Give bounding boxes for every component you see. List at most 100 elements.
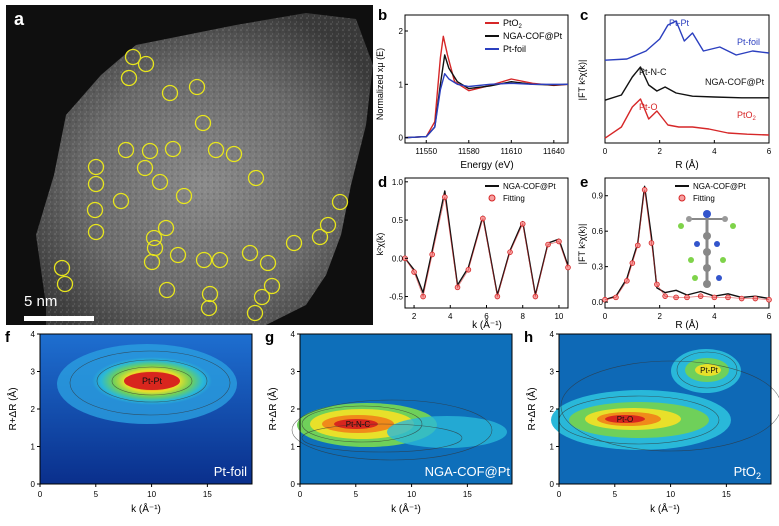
y-tick-label: 0.6 (592, 227, 604, 236)
wt-pto2-map: h Pt-O Pt-Pt PtO2 0 5 10 15 0 1 2 3 4 k (Å⁻¹) R+… (524, 329, 779, 515)
x-axis-title: k (Å⁻¹) (391, 502, 421, 515)
y-tick-label: 1 (31, 443, 36, 452)
single-atom-circle (87, 175, 105, 193)
y-tick-label: 4 (31, 330, 36, 339)
y-tick-label: 0.3 (592, 263, 604, 272)
single-atom-circle (151, 173, 169, 191)
wt-nga-panel: g Pt-N-C NGA-COF@Pt 0 5 10 15 0 1 2 3 4 k (Å⁻¹) … (262, 326, 520, 521)
x-tick-label: 15 (722, 490, 731, 499)
x-tick-label: 0 (38, 490, 43, 499)
single-atom-circle (136, 159, 154, 177)
x-tick-label: 4 (712, 312, 717, 321)
series-line (604, 66, 769, 101)
y-tick-label: 2 (291, 405, 296, 414)
single-atom-circle (263, 277, 281, 295)
x-tick-label: 6 (767, 147, 772, 156)
y-tick-label: 3 (550, 368, 555, 377)
panel-label-c: c (580, 7, 588, 24)
single-atom-circle (194, 114, 212, 132)
y-tick-label: 0 (399, 134, 404, 143)
x-tick-label: 11550 (415, 147, 437, 156)
y-axis-title: R+ΔR (Å) (525, 387, 538, 430)
single-atom-circle (169, 246, 187, 264)
x-tick-label: 11610 (500, 147, 522, 156)
single-atom-markers (53, 48, 349, 322)
ft-exafs-panel: c |FT k²χ(k)| R (Å) 0 2 4 6 Pt-Pt Pt-foil P… (577, 5, 777, 175)
r-space-chart: e |FT k²χ(k)| R (Å) 0 2 4 6 0.0 0.3 0.6 0.9 NGA… (577, 174, 772, 331)
panel-label-d: d (378, 174, 387, 191)
y-tick-label: 1 (399, 80, 404, 89)
single-atom-circle (86, 201, 104, 219)
y-tick-label: 1 (291, 443, 296, 452)
x-tick-label: 10 (666, 490, 675, 499)
single-atom-circle (137, 55, 155, 73)
x-tick-label: 4 (448, 312, 453, 321)
peak-label: Pt-Pt (142, 376, 163, 386)
single-atom-circle (112, 192, 130, 210)
annotation-pt-o: Pt-O (639, 102, 658, 112)
legend: NGA-COF@Pt Fitting (485, 182, 556, 203)
wt-ptfoil-map: f Pt-Pt Pt-foil 0 5 10 15 0 1 2 3 4 k (Å⁻¹) R+ΔR… (5, 329, 253, 515)
k-space-chart: d k²χ(k) k (Å⁻¹) 2 4 6 8 10 -0.5 0.0 0.5 1.0 NGA… (375, 174, 571, 331)
y-axis-title: |FT k²χ(k)| (577, 224, 587, 265)
y-tick-label: 0.5 (392, 216, 404, 225)
y-tick-label: 3 (291, 368, 296, 377)
single-atom-circle (117, 141, 135, 159)
single-atom-circle (175, 187, 193, 205)
single-atom-circle (195, 251, 213, 269)
x-tick-label: 15 (203, 490, 212, 499)
r-space-fit-panel: e |FT k²χ(k)| R (Å) 0 2 4 6 0.0 0.3 0.6 0.9 NGA… (577, 172, 777, 332)
y-axis-title: R+ΔR (Å) (6, 387, 19, 430)
y-tick-label: 4 (291, 330, 296, 339)
x-tick-label: 2 (657, 312, 662, 321)
single-atom-circle (141, 142, 159, 160)
legend-nga: NGA-COF@Pt (693, 182, 746, 191)
x-tick-label: 10 (407, 490, 416, 499)
panel-label-e: e (580, 174, 588, 191)
panel-label-a: a (14, 9, 25, 29)
haadf-image (36, 13, 373, 325)
series-line (604, 185, 770, 301)
series-line (404, 54, 569, 139)
ft-plot-area (604, 20, 770, 139)
peak-label-pt-o: Pt-O (617, 415, 633, 424)
single-atom-circle (164, 140, 182, 158)
y-tick-label: 0.9 (592, 192, 604, 201)
wt-pto2-panel: h Pt-O Pt-Pt PtO2 0 5 10 15 0 1 2 3 4 k (Å⁻¹) R+… (521, 326, 779, 521)
y-tick-label: 0 (291, 480, 296, 489)
x-tick-label: 2 (412, 312, 417, 321)
x-tick-label: 6 (767, 312, 772, 321)
series-line (404, 73, 568, 139)
y-axis-title: |FT k²χ(k)| (577, 60, 587, 101)
y-tick-label: 0.0 (392, 254, 404, 263)
annotation-pto2: PtO2 (737, 110, 757, 122)
x-axis-title: k (Å⁻¹) (472, 318, 502, 331)
single-atom-circle (246, 304, 264, 322)
single-atom-circle (200, 299, 218, 317)
single-atom-circle (158, 281, 176, 299)
x-tick-label: 5 (94, 490, 99, 499)
corner-label: NGA-COF@Pt (425, 464, 511, 479)
annotation-nga: NGA-COF@Pt (705, 77, 765, 87)
peak-label-pt-pt: Pt-Pt (700, 366, 719, 375)
legend-pto2: PtO2 (503, 18, 523, 30)
x-axis-title: k (Å⁻¹) (650, 502, 680, 515)
legend-fitting: Fitting (503, 194, 525, 203)
single-atom-circle (87, 223, 105, 241)
x-tick-label: 10 (147, 490, 156, 499)
x-tick-label: 2 (657, 147, 662, 156)
x-tick-label: 15 (463, 490, 472, 499)
single-atom-circle (331, 193, 349, 211)
single-atom-circle (319, 216, 337, 234)
y-tick-label: 0 (550, 480, 555, 489)
annotation-pt-foil: Pt-foil (737, 37, 760, 47)
single-atom-circle (145, 229, 163, 247)
y-tick-label: 2 (550, 405, 555, 414)
ft-exafs-chart: c |FT k²χ(k)| R (Å) 0 2 4 6 Pt-Pt Pt-foil P… (577, 7, 772, 171)
scale-bar-label: 5 nm (24, 293, 58, 310)
y-tick-label: 2 (31, 405, 36, 414)
x-tick-label: 10 (554, 312, 563, 321)
x-axis-title: Energy (eV) (460, 160, 513, 171)
y-axis-title: k²χ(k) (375, 233, 385, 256)
annotation-pt-pt: Pt-Pt (669, 18, 690, 28)
